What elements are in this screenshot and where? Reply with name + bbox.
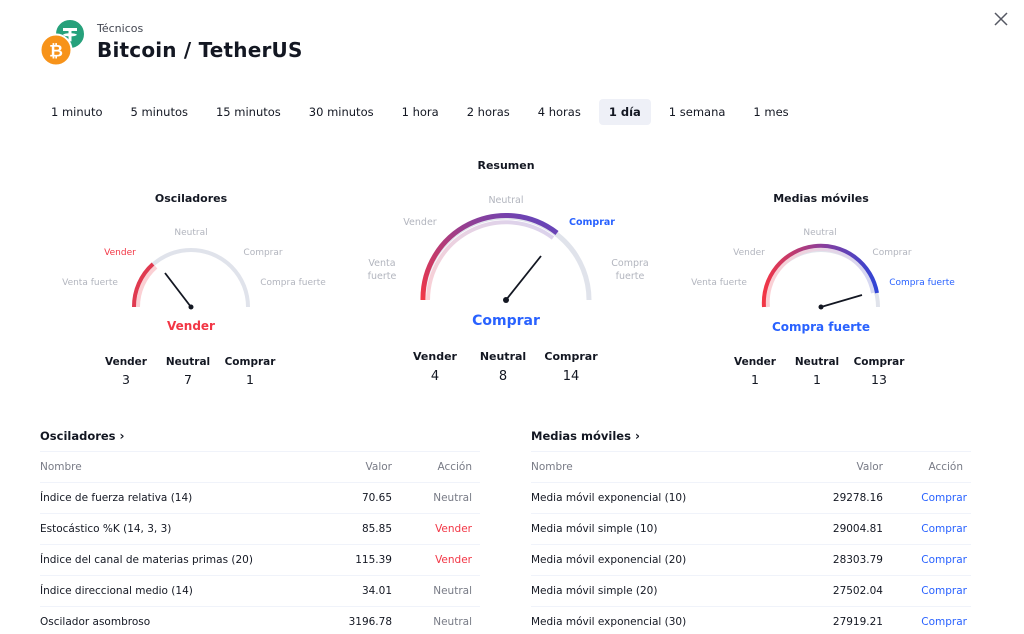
table-row: Media móvil exponencial (10) 29278.16 Co… bbox=[531, 483, 971, 514]
table-row: Media móvil simple (20) 27502.04 Comprar bbox=[531, 576, 971, 607]
header-subtitle: Técnicos bbox=[97, 22, 144, 35]
table-row: Media móvil exponencial (30) 27919.21 Co… bbox=[531, 607, 971, 634]
tab-1-dia[interactable]: 1 día bbox=[598, 99, 651, 125]
gauge-label-sell: Vender bbox=[104, 248, 136, 258]
table-row: Índice del canal de materias primas (20)… bbox=[40, 545, 480, 576]
moving-averages-gauge-result: Compra fuerte bbox=[771, 320, 871, 334]
count-neutral: Neutral 7 bbox=[165, 356, 211, 387]
oscillators-gauge-result: Vender bbox=[167, 319, 215, 333]
gauge-label-sell: Vender bbox=[733, 248, 765, 258]
count-sell: Vender 3 bbox=[105, 356, 147, 387]
gauge-label-strong-sell: Venta fuerte bbox=[367, 258, 397, 282]
count-buy: Comprar 13 bbox=[853, 356, 905, 387]
gauge-label-neutral: Neutral bbox=[488, 195, 524, 206]
gauge-label-buy: Comprar bbox=[569, 217, 615, 228]
oscillators-panel-link[interactable]: Osciladores › bbox=[40, 429, 125, 443]
tab-4-horas[interactable]: 4 horas bbox=[537, 105, 581, 119]
moving-averages-gauge-title: Medias móviles bbox=[773, 192, 869, 205]
oscillators-counts: Vender 3 Neutral 7 Comprar 1 bbox=[101, 356, 278, 387]
table-header: Nombre Valor Acción bbox=[40, 452, 480, 483]
oscillators-gauge-title: Osciladores bbox=[154, 192, 228, 205]
table-row: Media móvil exponencial (20) 28303.79 Co… bbox=[531, 545, 971, 576]
page-title: Bitcoin / TetherUS bbox=[97, 38, 303, 62]
close-button[interactable] bbox=[990, 8, 1012, 30]
count-buy: Comprar 14 bbox=[544, 350, 598, 384]
oscillators-panel: Osciladores › Nombre Valor Acción Índice… bbox=[40, 425, 480, 634]
table-row: Oscilador asombroso 3196.78 Neutral bbox=[40, 607, 480, 634]
table-row: Media móvil simple (10) 29004.81 Comprar bbox=[531, 514, 971, 545]
moving-averages-table: Nombre Valor Acción Media móvil exponenc… bbox=[531, 451, 971, 634]
tab-2-horas[interactable]: 2 horas bbox=[466, 105, 510, 119]
moving-averages-gauge-dial bbox=[761, 243, 880, 310]
tab-5-minutos[interactable]: 5 minutos bbox=[130, 105, 188, 119]
gauge-label-strong-sell: Venta fuerte bbox=[62, 278, 118, 288]
oscillators-gauge-dial bbox=[131, 248, 250, 310]
moving-averages-panel: Medias móviles › Nombre Valor Acción Med… bbox=[531, 425, 971, 634]
count-neutral: Neutral 8 bbox=[479, 350, 527, 384]
timeframe-tabs: 1 minuto 5 minutos 15 minutos 30 minutos… bbox=[41, 99, 807, 125]
gauge-label-sell: Vender bbox=[403, 217, 437, 228]
tab-1-mes[interactable]: 1 mes bbox=[753, 105, 789, 119]
tab-1-hora[interactable]: 1 hora bbox=[401, 105, 439, 119]
oscillators-table: Nombre Valor Acción Índice de fuerza rel… bbox=[40, 451, 480, 634]
table-row: Índice direccional medio (14) 34.01 Neut… bbox=[40, 576, 480, 607]
gauge-label-strong-buy: Compra fuerte bbox=[260, 278, 326, 288]
tab-30-minutos[interactable]: 30 minutos bbox=[308, 105, 374, 119]
svg-text:₿: ₿ bbox=[49, 42, 63, 62]
count-buy: Comprar 1 bbox=[224, 356, 276, 387]
gauge-label-strong-buy: Compra fuerte bbox=[889, 278, 955, 288]
chevron-right-icon: › bbox=[634, 429, 640, 443]
summary-counts: Vender 4 Neutral 8 Comprar 14 bbox=[405, 350, 603, 384]
summary-gauge-dial bbox=[420, 213, 592, 303]
tab-1-minuto[interactable]: 1 minuto bbox=[51, 105, 103, 119]
gauge-label-buy: Comprar bbox=[872, 248, 912, 258]
summary-gauge-title: Resumen bbox=[477, 159, 535, 172]
table-row: Estocástico %K (14, 3, 3) 85.85 Vender bbox=[40, 514, 480, 545]
count-neutral: Neutral 1 bbox=[794, 356, 840, 387]
gauge-label-neutral: Neutral bbox=[803, 228, 837, 238]
header: ₿ Técnicos Bitcoin / TetherUS bbox=[40, 18, 440, 68]
moving-averages-counts: Vender 1 Neutral 1 Comprar 13 bbox=[730, 356, 907, 387]
bitcoin-logo-icon: ₿ bbox=[40, 33, 73, 66]
table-row: Índice de fuerza relativa (14) 70.65 Neu… bbox=[40, 483, 480, 514]
count-sell: Vender 4 bbox=[413, 350, 457, 384]
table-header: Nombre Valor Acción bbox=[531, 452, 971, 483]
gauge-label-neutral: Neutral bbox=[174, 228, 208, 238]
count-sell: Vender 1 bbox=[734, 356, 776, 387]
tab-1-semana[interactable]: 1 semana bbox=[668, 105, 726, 119]
summary-gauge-result: Comprar bbox=[472, 313, 540, 329]
moving-averages-panel-link[interactable]: Medias móviles › bbox=[531, 429, 640, 443]
tab-15-minutos[interactable]: 15 minutos bbox=[215, 105, 281, 119]
gauge-label-buy: Comprar bbox=[243, 248, 283, 258]
gauge-label-strong-sell: Venta fuerte bbox=[691, 278, 747, 288]
gauge-label-strong-buy: Compra fuerte bbox=[611, 258, 649, 282]
pair-logo-icon: ₿ bbox=[40, 18, 86, 66]
chevron-right-icon: › bbox=[119, 429, 125, 443]
close-icon bbox=[994, 12, 1008, 26]
